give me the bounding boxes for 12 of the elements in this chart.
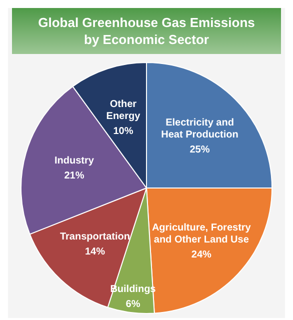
slice-label: Industry xyxy=(54,156,94,167)
slice-label: Transportation xyxy=(60,232,130,243)
data-label: 24% xyxy=(191,249,212,260)
data-label: 21% xyxy=(64,170,84,182)
data-label: 6% xyxy=(126,298,140,310)
data-label: 14% xyxy=(84,246,106,258)
slice-label: Other Energy xyxy=(106,99,141,122)
data-label: 10% xyxy=(113,126,134,138)
slice-label: Agriculture, Forestry and Other Land Use xyxy=(152,222,252,246)
slice-label: Electricity and Heat Production xyxy=(161,118,238,141)
chart-title: Global Greenhouse Gas Emissions by Economic Sector xyxy=(12,8,281,54)
data-label: 25% xyxy=(190,144,210,156)
